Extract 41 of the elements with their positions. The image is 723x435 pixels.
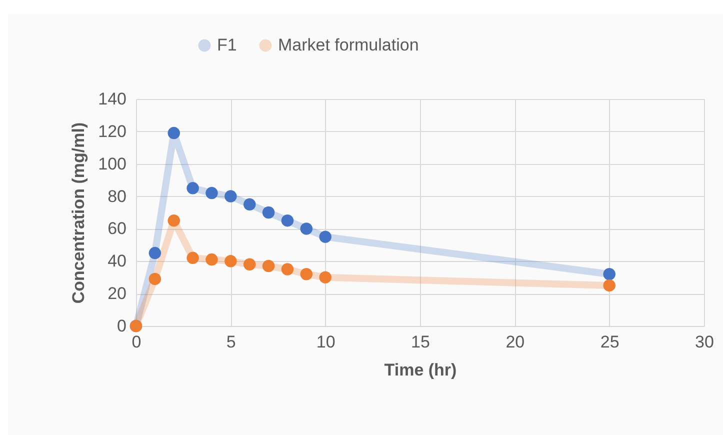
point <box>206 253 218 266</box>
x-tick-label: 10 <box>316 332 336 352</box>
point <box>206 186 218 200</box>
point <box>603 279 616 292</box>
y-axis-title: Concentration (mg/ml) <box>69 122 88 304</box>
x-axis-title: Time (hr) <box>384 360 457 380</box>
x-tick-label: 15 <box>411 332 430 352</box>
point <box>319 271 332 284</box>
y-tick-label: 140 <box>98 90 126 108</box>
point <box>300 222 313 235</box>
x-tick-label: 0 <box>132 332 142 352</box>
x-tick-label: 25 <box>600 332 620 352</box>
x-tick-label: 5 <box>226 332 236 352</box>
x-tick-label: 20 <box>506 332 525 352</box>
point <box>319 230 332 243</box>
legend-label: F1 <box>217 36 237 55</box>
y-tick-label: 80 <box>108 186 126 206</box>
point <box>186 252 199 264</box>
point <box>262 206 275 219</box>
point <box>243 198 256 211</box>
y-tick-label: 20 <box>108 284 126 304</box>
point <box>168 214 180 227</box>
point <box>603 268 616 280</box>
point <box>224 190 237 202</box>
point <box>300 268 313 280</box>
point <box>186 182 199 194</box>
point <box>262 260 275 272</box>
point <box>148 246 162 260</box>
y-tick-label: 0 <box>117 316 126 336</box>
y-tick-label: 100 <box>98 154 126 174</box>
point <box>168 126 180 140</box>
point <box>148 272 162 286</box>
point <box>281 263 294 276</box>
point <box>224 255 237 268</box>
legend-label: Market formulation <box>278 36 419 55</box>
x-tick-label: 30 <box>695 332 714 352</box>
point <box>281 214 294 227</box>
point <box>243 258 256 270</box>
y-tick-label: 60 <box>108 219 126 238</box>
y-tick-label: 120 <box>98 122 126 141</box>
y-tick-label: 40 <box>108 252 126 271</box>
